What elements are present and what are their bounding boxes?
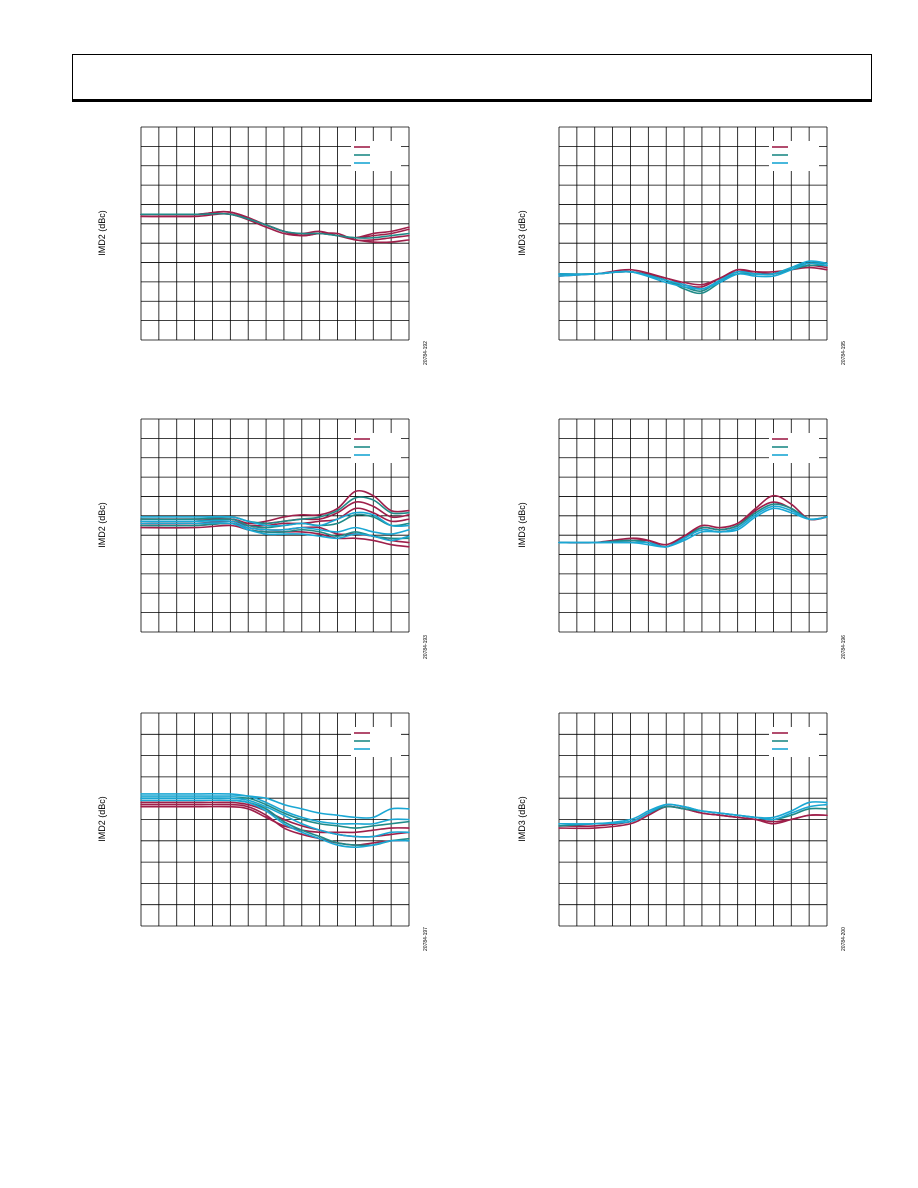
y-axis-label: IMD3 (dBc) (517, 502, 527, 548)
series-line (558, 507, 828, 548)
y-axis-label: IMD2 (dBc) (97, 502, 107, 548)
figure-id: 20784-196 (841, 635, 847, 659)
legend (769, 141, 819, 171)
imd3-chart-1 (558, 126, 828, 341)
figure-id: 20784-192 (423, 341, 429, 365)
chart-svg (558, 126, 828, 341)
page-header (72, 54, 872, 102)
imd3-chart-3 (558, 712, 828, 927)
y-axis-label: IMD3 (dBc) (517, 796, 527, 842)
imd2-chart-1 (140, 126, 410, 341)
series-group (140, 489, 410, 548)
series-line (558, 505, 828, 548)
legend-box (351, 141, 401, 171)
series-line (140, 212, 410, 239)
y-axis-label: IMD2 (dBc) (97, 796, 107, 842)
series-group (558, 494, 828, 548)
series-line (140, 210, 410, 244)
series-line (558, 803, 828, 825)
figure-id: 20784-193 (423, 635, 429, 659)
series-line (140, 524, 410, 548)
series-line (558, 494, 828, 548)
series-group (140, 792, 410, 848)
series-group (558, 801, 828, 830)
legend-box (769, 727, 819, 757)
imd2-chart-2 (140, 418, 410, 633)
grid (558, 126, 828, 341)
series-line (140, 213, 410, 239)
imd3-chart-2 (558, 418, 828, 633)
figure-id: 20784-197 (423, 927, 429, 951)
series-line (140, 799, 410, 848)
chart-svg (140, 126, 410, 341)
imd2-chart-3 (140, 712, 410, 927)
series-line (140, 797, 410, 838)
series-line (558, 262, 828, 290)
series-line (140, 519, 410, 535)
chart-svg (140, 418, 410, 633)
y-axis-label: IMD2 (dBc) (97, 210, 107, 256)
legend (351, 141, 401, 171)
legend (351, 727, 401, 757)
y-axis-label: IMD3 (dBc) (517, 210, 527, 256)
legend (769, 433, 819, 463)
series-line (140, 511, 410, 528)
series-line (558, 805, 828, 830)
legend-box (351, 727, 401, 757)
chart-svg (558, 418, 828, 633)
legend (351, 433, 401, 463)
series-group (558, 260, 828, 295)
figure-id: 20784-200 (841, 927, 847, 951)
series-line (140, 794, 410, 825)
chart-svg (140, 712, 410, 927)
series-line (140, 522, 410, 542)
chart-svg (558, 712, 828, 927)
series-line (558, 503, 828, 548)
series-line (140, 792, 410, 819)
figure-id: 20784-195 (841, 341, 847, 365)
legend-box (769, 141, 819, 171)
legend (769, 727, 819, 757)
legend-box (769, 433, 819, 463)
legend-box (351, 433, 401, 463)
series-line (140, 803, 410, 846)
series-group (140, 210, 410, 244)
